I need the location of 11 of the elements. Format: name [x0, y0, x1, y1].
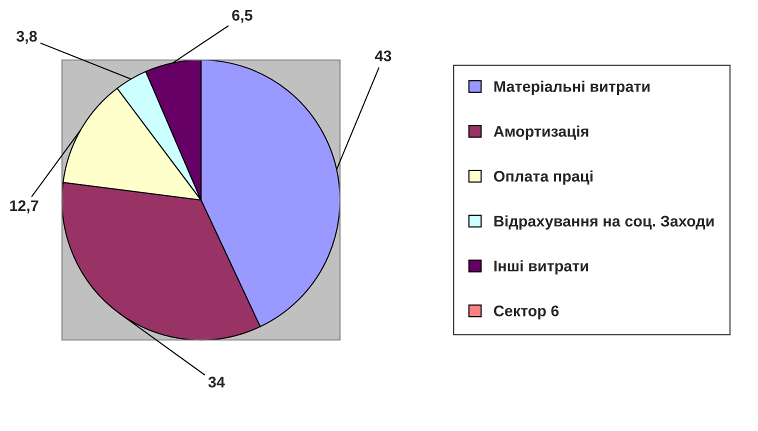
data-label: 3,8	[16, 30, 37, 44]
legend-label: Амортизація	[494, 126, 588, 140]
data-label: 6,5	[232, 10, 252, 23]
data-label: 43	[374, 50, 392, 62]
legend-label: Сектор 6	[494, 306, 559, 320]
legend-label: Інші витрати	[494, 260, 588, 274]
data-label: 34	[208, 376, 225, 388]
legend-label: Оплата праці	[494, 170, 593, 185]
data-label: 12,7	[10, 200, 38, 214]
legend-label: Відрахування на соц. Заходи	[494, 215, 714, 230]
legend-label: Матеріальні витрати	[494, 80, 650, 95]
